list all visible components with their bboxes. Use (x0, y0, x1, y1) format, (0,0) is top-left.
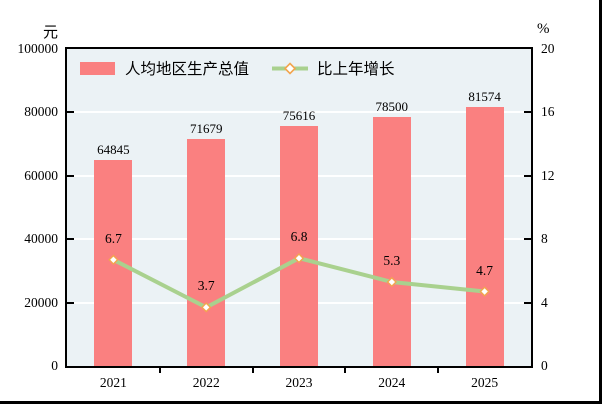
x-axis-label-2023: 2023 (285, 375, 313, 390)
right-axis-tick-label: 8 (541, 231, 548, 247)
bar-value-label: 71679 (189, 121, 223, 136)
chart-legend: 人均地区生产总值 比上年增长 (80, 57, 395, 79)
left-axis-tick (67, 174, 74, 177)
x-axis-tick (437, 366, 440, 373)
bar-value-label: 81574 (468, 89, 501, 104)
right-axis-tick (524, 111, 531, 114)
growth-value-label: 4.7 (476, 262, 494, 278)
left-axis-tick-label: 60000 (24, 167, 58, 183)
growth-point-marker (201, 302, 212, 313)
left-axis-tick (67, 238, 74, 241)
bar-2025 (465, 107, 504, 366)
growth-value-label: 6.7 (104, 230, 122, 246)
right-axis-tick-label: 12 (541, 167, 555, 183)
x-axis-tick (251, 366, 254, 373)
x-axis-label-2025: 2025 (471, 375, 499, 390)
growth-line (111, 256, 487, 310)
left-axis-unit-label: 元 (42, 25, 58, 41)
right-axis-tick-label: 20 (541, 41, 555, 56)
bar-series-legend-swatch (80, 61, 115, 75)
bar-value-label: 78500 (375, 99, 409, 114)
left-axis-tick-label: 20000 (24, 294, 58, 310)
left-axis-tick-label: 0 (51, 358, 58, 373)
right-axis-tick-label: 0 (541, 358, 548, 373)
gridline (67, 111, 531, 114)
bar-value-label: 75616 (282, 108, 316, 123)
x-axis-tick (158, 366, 161, 373)
legend-diamond (283, 61, 297, 75)
bar-value-label: 64845 (97, 142, 130, 157)
right-axis-tick-label: 4 (541, 294, 548, 310)
plot-area: 人均地区生产总值 比上年增长 64845 71679 75616 78500 81574… (18, 42, 555, 391)
growth-point-marker (108, 254, 119, 265)
growth-value-label: 5.3 (383, 252, 401, 268)
right-axis-tick-label: 16 (541, 104, 555, 120)
bar-2023 (280, 126, 318, 366)
right-axis-tick (524, 238, 531, 241)
line-series-legend-label: 比上年增长 (317, 61, 395, 78)
growth-point-marker (479, 286, 490, 297)
left-axis-tick-label: 80000 (24, 104, 58, 120)
growth-value-label: 6.8 (290, 229, 308, 245)
growth-line-layer (108, 253, 490, 313)
line-series-legend-marker-icon (272, 61, 309, 75)
bar-2022 (187, 139, 226, 366)
bar-series-legend-label: 人均地区生产总值 (125, 61, 250, 78)
right-axis-tick (524, 301, 531, 304)
bar-2024 (372, 117, 411, 366)
x-axis-label-2022: 2022 (192, 375, 220, 390)
x-axis-tick (344, 366, 347, 373)
x-axis-label-2021: 2021 (99, 375, 127, 390)
right-axis-unit-label: % (537, 21, 550, 37)
left-axis-tick (67, 111, 74, 114)
left-axis-tick (67, 301, 74, 304)
right-axis-tick (524, 174, 531, 177)
left-axis-tick-label: 100000 (17, 41, 59, 56)
growth-value-label: 3.7 (197, 278, 215, 294)
left-axis-tick-label: 40000 (24, 231, 58, 247)
x-axis-label-2024: 2024 (378, 375, 406, 390)
growth-point-marker (293, 253, 305, 264)
growth-point-marker (386, 276, 397, 288)
